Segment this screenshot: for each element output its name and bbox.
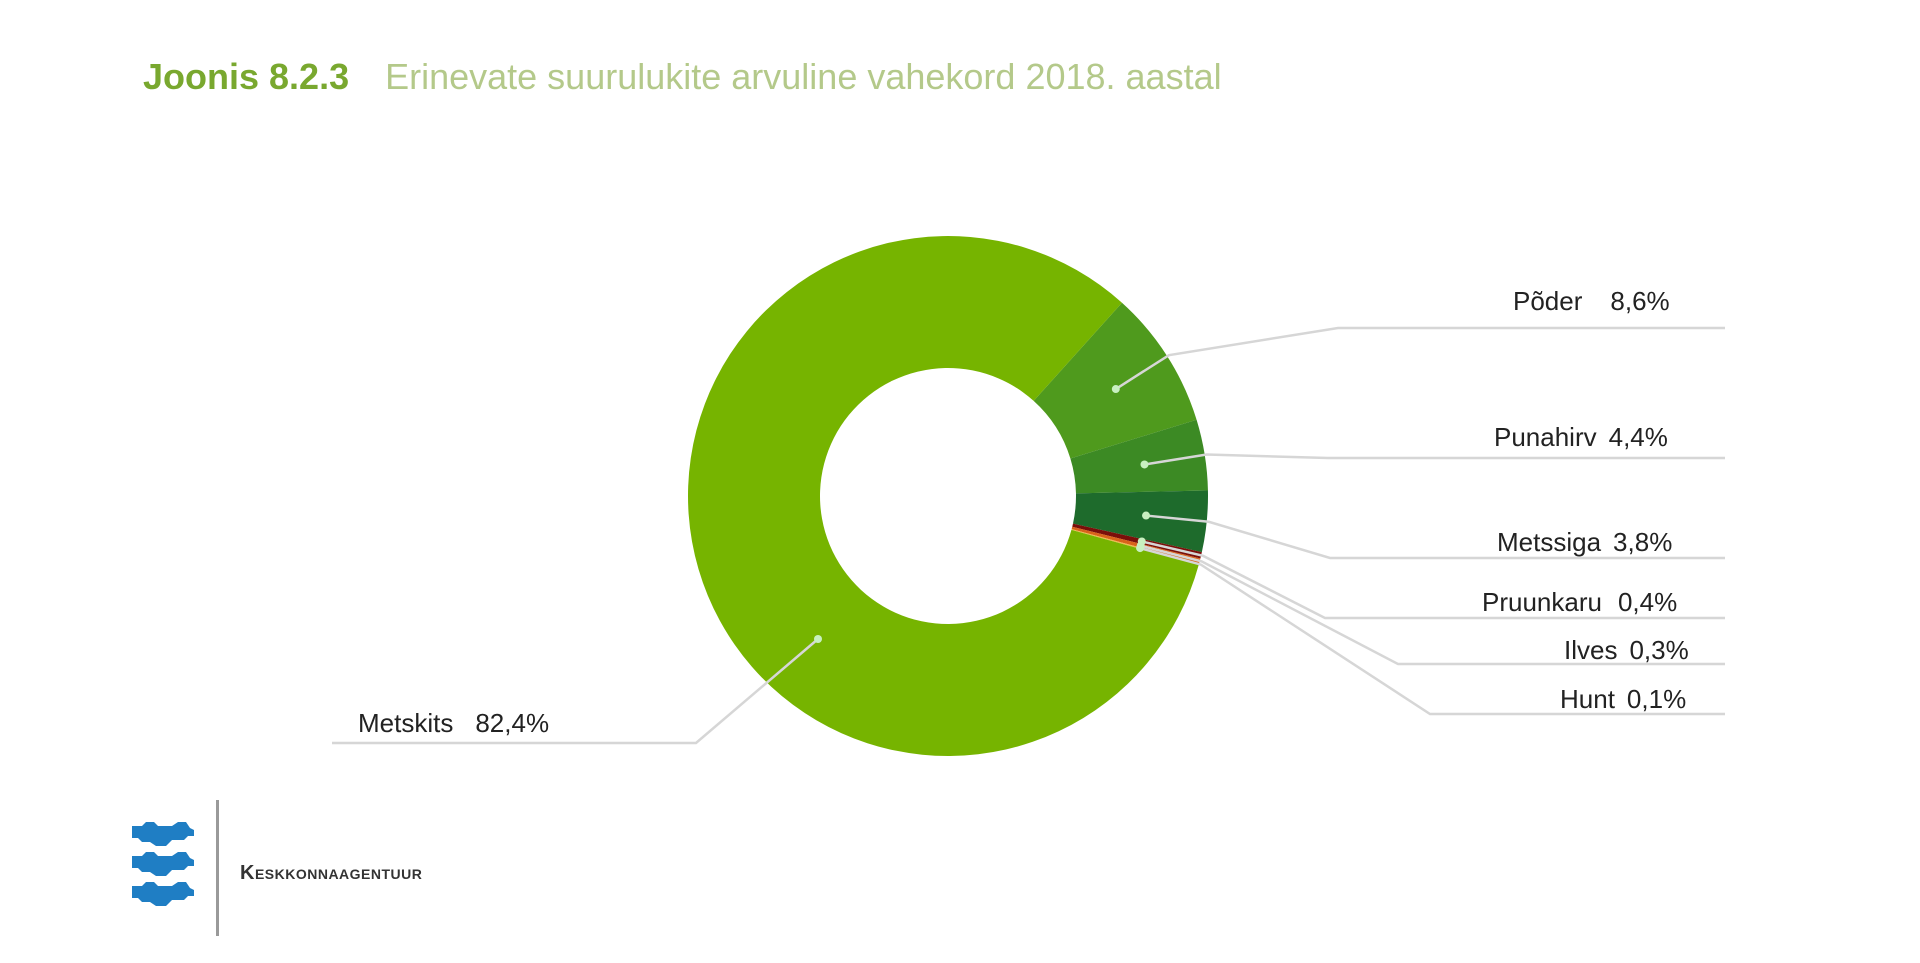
label-value: 4,4% [1608, 422, 1668, 452]
label-name: Pruunkaru [1482, 587, 1602, 617]
slice-metskits [687, 235, 1199, 756]
footer-divider [216, 800, 219, 936]
slice-pruunkaru [1072, 523, 1202, 559]
figure-title: Erinevate suurulukite arvuline vahekord … [385, 56, 1222, 97]
label-ilves: Ilves 0,3% [1564, 635, 1689, 666]
leader-line [1115, 326, 1725, 391]
leader-line [1144, 453, 1725, 466]
organization-name: Keskkonnaagentuur [240, 862, 423, 884]
chart-title: Joonis 8.2.3 Erinevate suurulukite arvuli… [143, 56, 1222, 98]
slice-metssiga [1072, 490, 1208, 553]
leader-dot [1140, 460, 1149, 469]
leader-dot [1136, 544, 1145, 553]
label-value: 0,4% [1617, 587, 1678, 617]
leader-dot [1111, 385, 1120, 394]
leader-line [1140, 544, 1725, 666]
figure-number: Joonis 8.2.3 [143, 56, 350, 97]
label-hunt: Hunt 0,1% [1560, 684, 1686, 715]
label-name: Hunt [1560, 684, 1615, 714]
leader-line [1141, 540, 1725, 620]
label-name: Punahirv [1494, 422, 1597, 452]
label-name: Metssiga [1497, 527, 1602, 557]
label-name: Põder [1513, 286, 1583, 316]
label-metssiga: Metssiga 3,8% [1497, 527, 1672, 558]
label-metskits: Metskits 82,4% [358, 708, 549, 739]
label-value: 3,8% [1613, 527, 1673, 557]
label-punahirv: Punahirv 4,4% [1494, 422, 1668, 453]
leader-line [1145, 514, 1725, 560]
label-value: 8,6% [1610, 286, 1670, 316]
label-value: 0,1% [1626, 684, 1687, 714]
slice-poder [1033, 302, 1197, 459]
label-value: 82,4% [475, 708, 550, 738]
label-value: 0,3% [1629, 635, 1689, 665]
label-name: Metskits [358, 708, 454, 738]
leader-dot [1142, 511, 1151, 520]
label-name: Ilves [1564, 635, 1618, 665]
leader-dot [814, 635, 822, 643]
three-lions-logo-icon [132, 822, 194, 906]
leader-line [1139, 546, 1725, 716]
label-poder: Põder 8,6% [1513, 286, 1670, 317]
label-pruunkaru: Pruunkaru 0,4% [1482, 587, 1677, 618]
slice-ilves [1071, 526, 1201, 564]
leader-line-metskits [332, 638, 819, 745]
slice-punahirv [1070, 419, 1208, 494]
